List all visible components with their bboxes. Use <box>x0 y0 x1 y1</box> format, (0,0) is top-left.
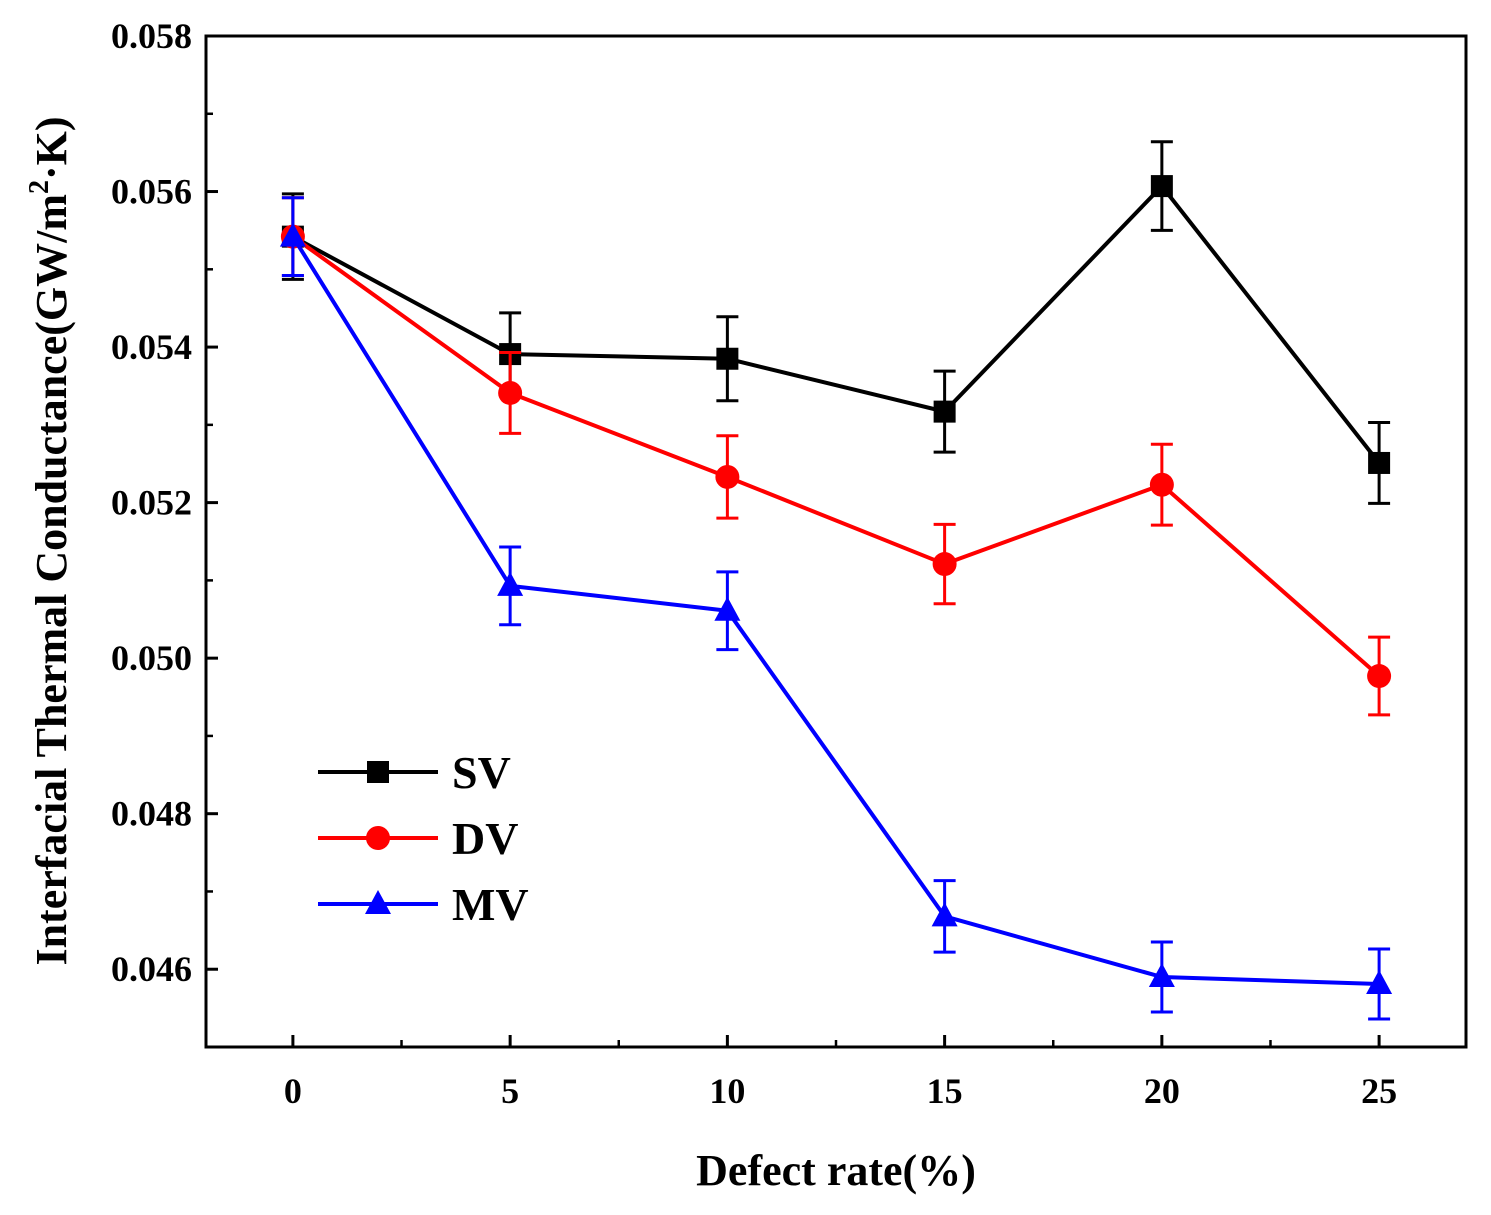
legend-marker <box>365 890 391 914</box>
y-tick-label: 0.048 <box>111 794 192 834</box>
legend-label: MV <box>452 879 529 930</box>
x-tick-label: 10 <box>709 1071 745 1111</box>
y-axis-title-tail: ·K) <box>27 116 76 180</box>
x-tick-label: 0 <box>284 1071 302 1111</box>
data-point-dv <box>1149 472 1174 497</box>
series-line-sv <box>291 184 1381 465</box>
y-axis-title: Interfacial Thermal Conductance(GW/m2·K) <box>24 116 76 965</box>
legend-entry-dv: DV <box>318 813 518 864</box>
data-point-mv <box>279 222 306 247</box>
series-dv <box>280 196 1392 717</box>
y-tick-label: 0.058 <box>111 16 192 56</box>
series-line-mv <box>291 235 1380 987</box>
y-tick-label: 0.056 <box>111 172 192 212</box>
data-point-sv <box>716 347 739 370</box>
ticks-layer: 0 5 10 15 20 25 0.046 0.048 0.050 0.052 0.054 0.056… <box>111 16 1397 1111</box>
data-point-dv <box>715 464 740 489</box>
legend-marker <box>366 826 390 850</box>
x-tick-label: 15 <box>927 1071 963 1111</box>
series-line-dv <box>291 235 1381 678</box>
series-sv <box>281 140 1391 505</box>
data-point-sv <box>933 400 956 423</box>
data-point-mv <box>1148 963 1175 988</box>
legend-label: DV <box>452 813 518 864</box>
y-tick-label: 0.054 <box>111 327 192 367</box>
data-point-dv <box>1367 664 1392 689</box>
x-tick-label: 5 <box>501 1071 519 1111</box>
data-point-dv <box>932 552 957 577</box>
plot-frame <box>204 34 1468 1049</box>
legend-marker <box>367 761 389 783</box>
data-point-mv <box>714 596 741 621</box>
legend-entry-mv: MV <box>318 879 529 930</box>
legend-entry-sv: SV <box>318 747 511 798</box>
data-point-mv <box>1366 970 1393 995</box>
y-tick-label: 0.046 <box>111 949 192 989</box>
x-tick-label: 20 <box>1144 1071 1180 1111</box>
legend-label: SV <box>452 747 511 798</box>
data-point-sv <box>1150 175 1173 198</box>
x-axis-title: Defect rate(%) <box>696 1146 976 1195</box>
y-axis-title-main: Interfacial Thermal Conductance(GW/m <box>27 194 76 966</box>
legend: SV DV MV <box>318 747 529 930</box>
y-tick-label: 0.050 <box>111 638 192 678</box>
data-point-mv <box>497 571 524 596</box>
x-tick-label: 25 <box>1361 1071 1397 1111</box>
data-point-sv <box>1368 451 1391 474</box>
series-layer <box>279 140 1393 1021</box>
series-mv <box>279 196 1393 1021</box>
data-point-mv <box>931 902 958 927</box>
y-axis-title-sup: 2 <box>24 180 55 194</box>
data-point-dv <box>498 380 523 405</box>
y-tick-label: 0.052 <box>111 483 192 523</box>
